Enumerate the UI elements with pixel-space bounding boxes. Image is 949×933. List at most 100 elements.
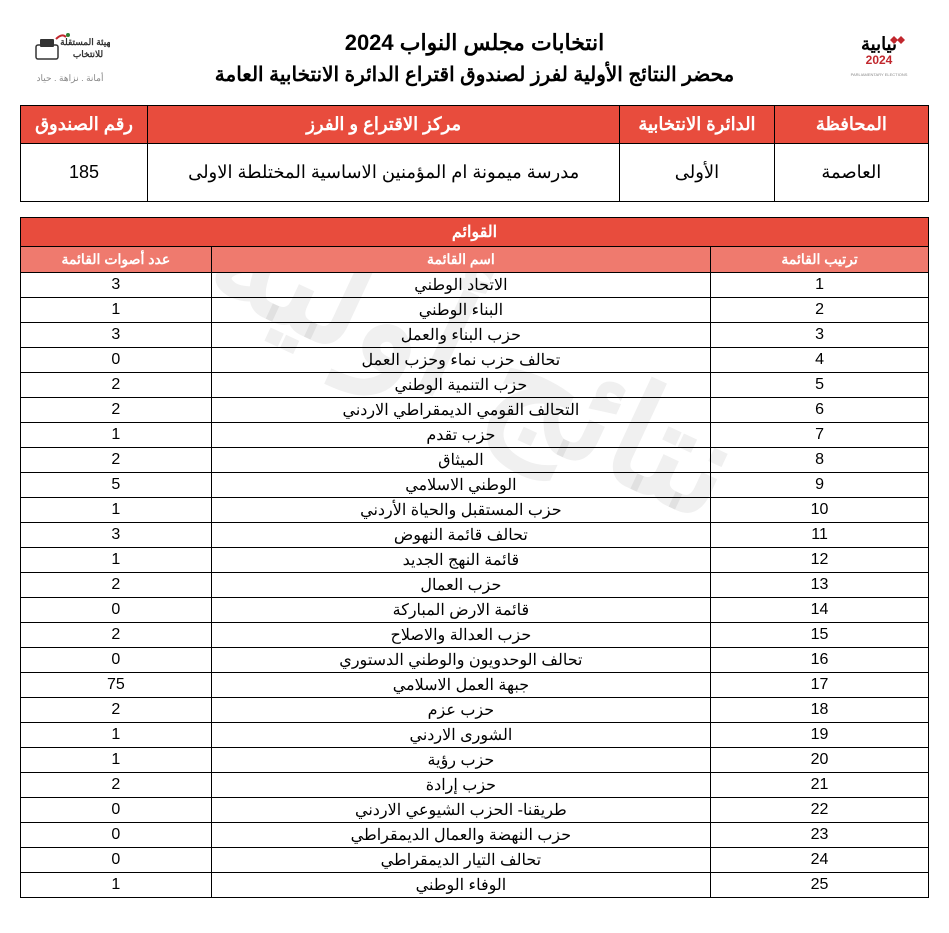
cell-votes: 1 — [21, 423, 212, 448]
svg-text:PARLIAMENTARY ELECTIONS: PARLIAMENTARY ELECTIONS — [851, 72, 908, 77]
col-rank: ترتيب القائمة — [711, 247, 929, 273]
cell-name: البناء الوطني — [211, 298, 710, 323]
table-row: 11تحالف قائمة النهوض3 — [21, 523, 929, 548]
table-row: 12قائمة النهج الجديد1 — [21, 548, 929, 573]
svg-text:للانتخاب: للانتخاب — [73, 49, 104, 60]
cell-votes: 3 — [21, 523, 212, 548]
cell-name: حزب النهضة والعمال الديمقراطي — [211, 823, 710, 848]
col-name: اسم القائمة — [211, 247, 710, 273]
cell-votes: 75 — [21, 673, 212, 698]
cell-rank: 14 — [711, 598, 929, 623]
cell-rank: 4 — [711, 348, 929, 373]
cell-rank: 17 — [711, 673, 929, 698]
cell-rank: 2 — [711, 298, 929, 323]
cell-name: حزب العمال — [211, 573, 710, 598]
cell-name: الشورى الاردني — [211, 723, 710, 748]
table-row: 5حزب التنمية الوطني2 — [21, 373, 929, 398]
val-governorate: العاصمة — [774, 144, 928, 202]
cell-name: جبهة العمل الاسلامي — [211, 673, 710, 698]
svg-text:نيابية: نيابية — [861, 34, 897, 54]
cell-name: قائمة النهج الجديد — [211, 548, 710, 573]
table-row: 4تحالف حزب نماء وحزب العمل0 — [21, 348, 929, 373]
cell-rank: 22 — [711, 798, 929, 823]
info-table: المحافظة الدائرة الانتخابية مركز الاقترا… — [20, 105, 929, 202]
cell-rank: 12 — [711, 548, 929, 573]
val-box: 185 — [21, 144, 148, 202]
cell-votes: 2 — [21, 573, 212, 598]
title-main: انتخابات مجلس النواب 2024 — [120, 30, 829, 56]
cell-rank: 7 — [711, 423, 929, 448]
cell-name: الوفاء الوطني — [211, 873, 710, 898]
cell-name: الوطني الاسلامي — [211, 473, 710, 498]
cell-rank: 15 — [711, 623, 929, 648]
table-row: 15حزب العدالة والاصلاح2 — [21, 623, 929, 648]
table-row: 2البناء الوطني1 — [21, 298, 929, 323]
cell-rank: 5 — [711, 373, 929, 398]
cell-rank: 10 — [711, 498, 929, 523]
cell-rank: 13 — [711, 573, 929, 598]
cell-rank: 25 — [711, 873, 929, 898]
lists-table: القوائم ترتيب القائمة اسم القائمة عدد أص… — [20, 217, 929, 898]
cell-rank: 16 — [711, 648, 929, 673]
title-block: انتخابات مجلس النواب 2024 محضر النتائج ا… — [120, 20, 829, 87]
cell-name: التحالف القومي الديمقراطي الاردني — [211, 398, 710, 423]
val-center: مدرسة ميمونة ام المؤمنين الاساسية المختل… — [148, 144, 620, 202]
table-row: 9الوطني الاسلامي5 — [21, 473, 929, 498]
cell-name: حزب البناء والعمل — [211, 323, 710, 348]
cell-rank: 20 — [711, 748, 929, 773]
cell-name: تحالف التيار الديمقراطي — [211, 848, 710, 873]
cell-votes: 2 — [21, 773, 212, 798]
cell-votes: 2 — [21, 623, 212, 648]
cell-rank: 18 — [711, 698, 929, 723]
cell-rank: 9 — [711, 473, 929, 498]
cell-votes: 1 — [21, 498, 212, 523]
table-row: 24تحالف التيار الديمقراطي0 — [21, 848, 929, 873]
cell-votes: 0 — [21, 823, 212, 848]
col-votes: عدد أصوات القائمة — [21, 247, 212, 273]
cell-votes: 0 — [21, 598, 212, 623]
cell-votes: 3 — [21, 273, 212, 298]
table-row: 7حزب تقدم1 — [21, 423, 929, 448]
cell-votes: 0 — [21, 348, 212, 373]
table-row: 3حزب البناء والعمل3 — [21, 323, 929, 348]
cell-votes: 2 — [21, 448, 212, 473]
iec-logo: الهيئة المستقلة للانتخاب أمانة . نزاهة .… — [20, 20, 120, 90]
cell-name: حزب عزم — [211, 698, 710, 723]
cell-votes: 2 — [21, 373, 212, 398]
logo-year: 2024 — [866, 53, 893, 67]
table-row: 20حزب رؤية1 — [21, 748, 929, 773]
cell-name: الميثاق — [211, 448, 710, 473]
cell-rank: 24 — [711, 848, 929, 873]
cell-votes: 2 — [21, 398, 212, 423]
cell-rank: 3 — [711, 323, 929, 348]
cell-rank: 19 — [711, 723, 929, 748]
cell-rank: 8 — [711, 448, 929, 473]
lists-section-header: القوائم — [21, 218, 929, 247]
cell-name: حزب العدالة والاصلاح — [211, 623, 710, 648]
cell-votes: 1 — [21, 723, 212, 748]
table-row: 17جبهة العمل الاسلامي75 — [21, 673, 929, 698]
cell-name: حزب تقدم — [211, 423, 710, 448]
table-row: 23حزب النهضة والعمال الديمقراطي0 — [21, 823, 929, 848]
document-header: نيابية 2024 PARLIAMENTARY ELECTIONS انتخ… — [20, 20, 929, 90]
table-row: 14قائمة الارض المباركة0 — [21, 598, 929, 623]
cell-name: الاتحاد الوطني — [211, 273, 710, 298]
table-row: 8الميثاق2 — [21, 448, 929, 473]
title-sub: محضر النتائج الأولية لفرز لصندوق اقتراع … — [120, 62, 829, 87]
cell-name: قائمة الارض المباركة — [211, 598, 710, 623]
table-row: 18حزب عزم2 — [21, 698, 929, 723]
col-district: الدائرة الانتخابية — [620, 106, 774, 144]
cell-votes: 0 — [21, 798, 212, 823]
iec-tagline: أمانة . نزاهة . حياد — [37, 73, 104, 84]
cell-rank: 23 — [711, 823, 929, 848]
cell-votes: 1 — [21, 548, 212, 573]
cell-name: حزب رؤية — [211, 748, 710, 773]
cell-rank: 6 — [711, 398, 929, 423]
table-row: 25الوفاء الوطني1 — [21, 873, 929, 898]
cell-votes: 0 — [21, 648, 212, 673]
table-row: 19الشورى الاردني1 — [21, 723, 929, 748]
cell-name: تحالف الوحدويون والوطني الدستوري — [211, 648, 710, 673]
table-row: 22طريقنا- الحزب الشيوعي الاردني0 — [21, 798, 929, 823]
cell-rank: 21 — [711, 773, 929, 798]
svg-text:الهيئة المستقلة: الهيئة المستقلة — [60, 37, 110, 48]
